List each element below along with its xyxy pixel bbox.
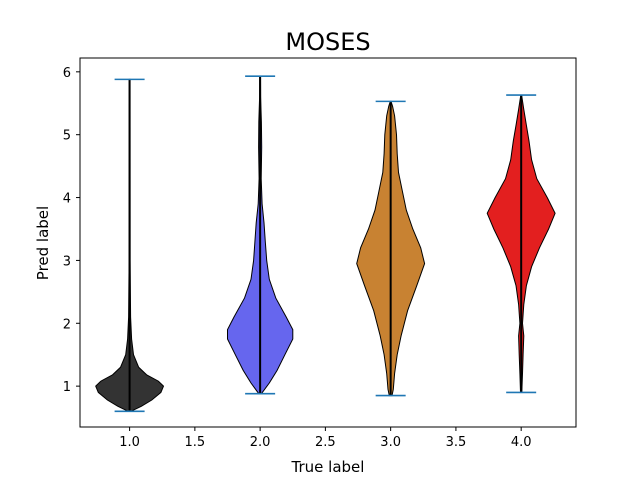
- axes-frame: [79, 57, 577, 428]
- x-tick-label: 1.5: [185, 435, 206, 450]
- plot-area: [95, 75, 556, 413]
- y-axis-ticks: 1 2 3 4 5 6: [63, 66, 80, 395]
- y-tick-label: 4: [63, 192, 71, 207]
- x-tick-label: 1.0: [119, 435, 140, 450]
- x-tick-label: 4.0: [511, 435, 532, 450]
- y-tick-label: 3: [63, 254, 71, 269]
- y-tick-label: 2: [63, 317, 71, 332]
- chart-title: MOSES: [285, 28, 370, 56]
- y-axis-label: Pred label: [34, 206, 52, 280]
- x-tick-label: 2.0: [250, 435, 271, 450]
- y-tick-label: 6: [63, 66, 71, 81]
- y-tick-label: 1: [63, 380, 71, 395]
- y-tick-label: 5: [63, 129, 71, 144]
- x-axis-ticks: 1.0 1.5 2.0 2.5 3.0 3.5 4.0: [119, 427, 532, 450]
- x-tick-label: 3.5: [446, 435, 467, 450]
- x-tick-label: 2.5: [315, 435, 336, 450]
- x-tick-label: 3.0: [380, 435, 401, 450]
- x-axis-label: True label: [291, 458, 365, 476]
